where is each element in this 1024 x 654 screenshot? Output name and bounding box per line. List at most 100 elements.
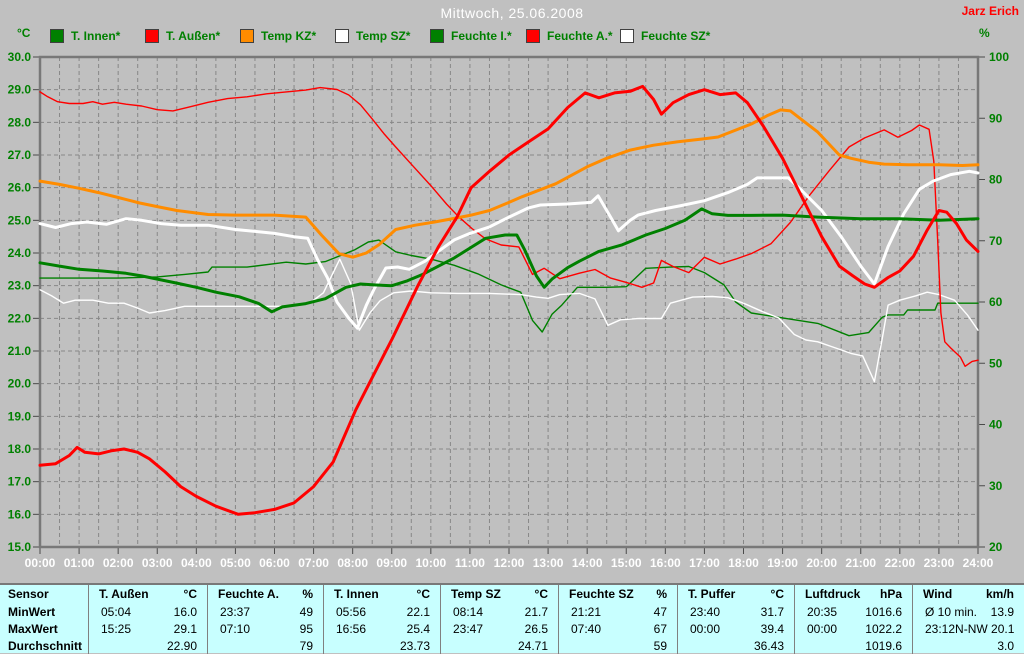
legend-label: Temp KZ* [261,29,317,43]
y-left-tick-label: 29.0 [8,83,32,97]
table-cell-min-t-au-en: 05:04 16.0 [88,603,207,620]
day-chart: Mittwoch, 25.06.2008 Jarz Erich °C % T. … [0,4,1024,570]
x-tick-label: 04:00 [181,556,212,570]
table-cell-avg-t-innen: 23.73 [323,637,440,654]
y-right-tick-label: 100 [989,50,1009,64]
table-cell-max-wind: 23:12 N-NW 20.1 [912,620,1024,637]
table-row-header: Durchschnitt [8,638,83,653]
x-tick-label: 07:00 [298,556,329,570]
x-tick-label: 01:00 [64,556,95,570]
table-cell-max-feuchte-sz: 07:40 67 [558,620,677,637]
x-tick-label: 18:00 [728,556,759,570]
y-right-tick-label: 50 [989,356,1003,370]
y-left-tick-label: 22.0 [8,311,32,325]
y-right-tick-label: 80 [989,173,1003,187]
plot-border [38,55,980,549]
table-cell-max-luftdruck: 00:00 1022.2 [794,620,912,637]
table-row-header: Sensor [8,587,49,601]
y-left-tick-label: 26.0 [8,181,32,195]
series-line-temp-kz [38,108,980,259]
legend-swatch-icon [620,29,634,43]
table-cell-avg-wind: 3.0 [912,637,1024,654]
y-left-tick-label: 20.0 [8,377,32,391]
legend-label: Feuchte SZ* [641,29,711,43]
table-cell-max-t-au-en: 15:25 29.1 [88,620,207,637]
table-cell-avg-feuchte-a: 79 [207,637,323,654]
table-cell-max-t-innen: 16:56 25.4 [323,620,440,637]
y-left-tick-label: 21.0 [8,344,32,358]
page-title: Mittwoch, 25.06.2008 [440,5,584,21]
legend-item-t-innen: T. Innen* [50,29,120,43]
legend-label: Feuchte I.* [451,29,512,43]
x-tick-label: 13:00 [533,556,564,570]
legend-swatch-icon [240,29,254,43]
y-left-tick-label: 28.0 [8,115,32,129]
y-left-tick-label: 18.0 [8,442,32,456]
x-tick-label: 08:00 [337,556,368,570]
legend-item-temp-kz: Temp KZ* [240,29,316,43]
table-cell-min-feuchte-a: 23:37 49 [207,603,323,620]
table-cell-min-t-innen: 05:56 22.1 [323,603,440,620]
table-row-header: MinWert [8,604,56,619]
table-header-t-innen: T. Innen °C [323,585,440,603]
legend-item-feuchte-a: Feuchte A.* [526,29,613,43]
legend-label: T. Außen* [166,29,221,43]
stats-table: Sensor T. Außen °C Feuchte A.% T. Innen °C Tem… [0,583,1024,654]
y-left-tick-label: 17.0 [8,475,32,489]
table-header-luftdruck: Luftdruck hPa [794,585,912,603]
legend-swatch-icon [430,29,444,43]
table-cell-min-luftdruck: 20:35 1016.6 [794,603,912,620]
y-left-tick-label: 25.0 [8,213,32,227]
y-left-tick-label: 24.0 [8,246,32,260]
series-line-feuchte-sz [39,258,979,383]
y-right-tick-label: 30 [989,479,1003,493]
x-tick-label: 23:00 [924,556,955,570]
y-right-tick-label: 60 [989,295,1003,309]
table-cell-min-temp-sz: 08:14 21.7 [440,603,558,620]
y-right-tick-label: 90 [989,111,1003,125]
table-cell-avg-luftdruck: 1019.6 [794,637,912,654]
x-tick-label: 12:00 [494,556,525,570]
table-header-t-puffer: T. Puffer °C [677,585,794,603]
legend-label: T. Innen* [71,29,121,43]
x-tick-label: 22:00 [884,556,915,570]
x-tick-label: 10:00 [415,556,446,570]
table-header-t-au-en: T. Außen °C [88,585,207,603]
x-tick-label: 14:00 [572,556,603,570]
table-cell-min-t-puffer: 23:40 31.7 [677,603,794,620]
table-row-header: MaxWert [8,621,58,636]
x-tick-label: 21:00 [845,556,876,570]
table-header-feuchte-a: Feuchte A.% [207,585,323,603]
legend: T. Innen* T. Außen* Temp KZ* Temp SZ* Feucht… [0,29,1024,45]
table-cell-max-feuchte-a: 07:10 95 [207,620,323,637]
legend-item-feuchte-sz: Feuchte SZ* [620,29,710,43]
x-tick-label: 06:00 [259,556,290,570]
table-header-feuchte-sz: Feuchte SZ% [558,585,677,603]
legend-item-t-au-en: T. Außen* [145,29,220,43]
legend-swatch-icon [335,29,349,43]
x-tick-label: 16:00 [650,556,681,570]
legend-label: Feuchte A.* [547,29,613,43]
legend-item-temp-sz: Temp SZ* [335,29,410,43]
x-tick-label: 09:00 [376,556,407,570]
y-left-tick-label: 23.0 [8,279,32,293]
legend-label: Temp SZ* [356,29,411,43]
series-line-feuchte-a [39,86,979,367]
y-right-tick-label: 40 [989,418,1003,432]
x-tick-label: 20:00 [806,556,837,570]
legend-item-feuchte-i: Feuchte I.* [430,29,512,43]
x-tick-label: 17:00 [689,556,720,570]
table-cell-max-t-puffer: 00:00 39.4 [677,620,794,637]
x-tick-label: 03:00 [142,556,173,570]
chart-svg: 30.0 29.0 28.0 27.0 26.0 25.0 24.0 23.0 22.0 21.0… [8,50,1010,570]
y-right-tick-label: 20 [989,540,1003,554]
legend-swatch-icon [526,29,540,43]
right-axis-unit-label: % [979,26,990,40]
author-label: Jarz Erich [961,4,1019,18]
table-cell-min-feuchte-sz: 21:21 47 [558,603,677,620]
table-cell-avg-feuchte-sz: 59 [558,637,677,654]
y-left-tick-label: 16.0 [8,507,32,521]
x-tick-label: 00:00 [25,556,56,570]
x-tick-label: 05:00 [220,556,251,570]
